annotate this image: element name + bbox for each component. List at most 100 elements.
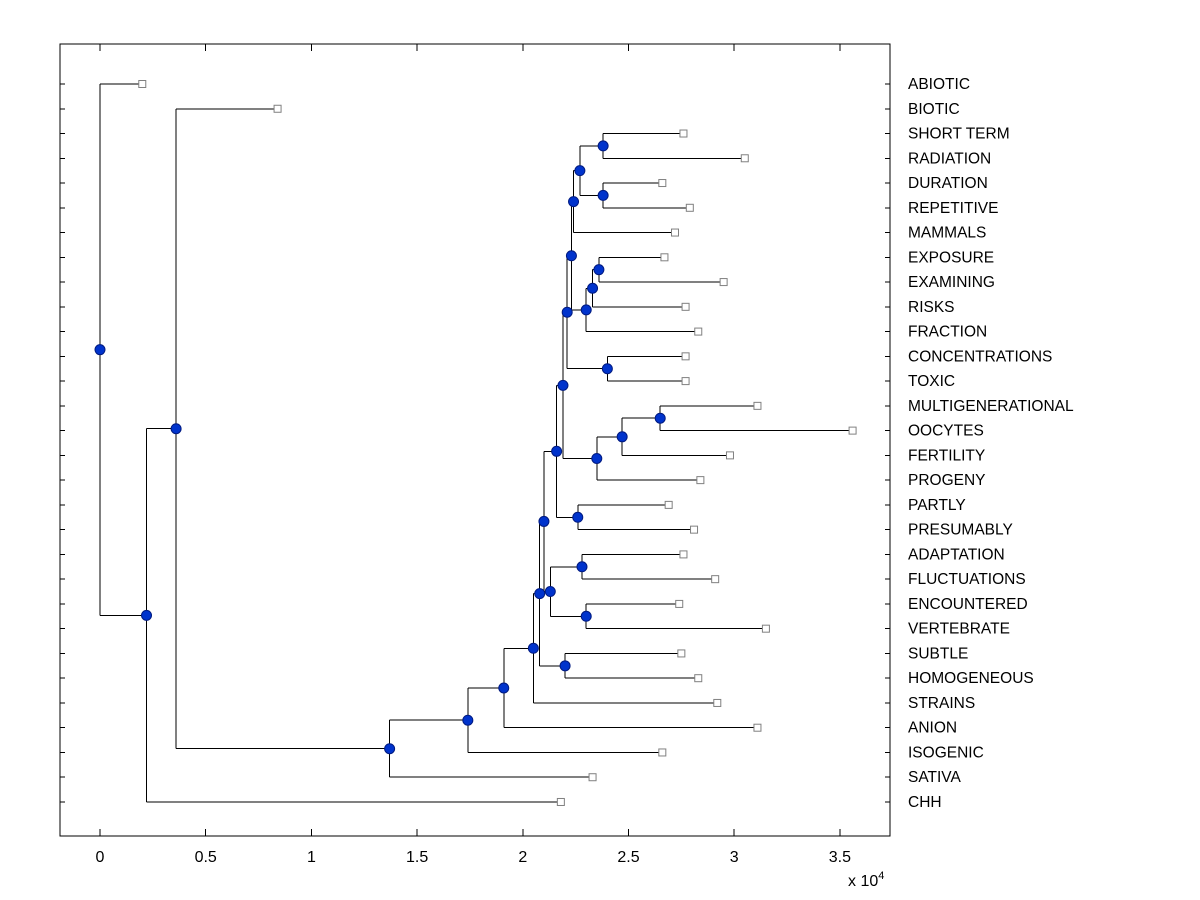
leaf-marker bbox=[658, 748, 667, 757]
leaf-label: ENCOUNTERED bbox=[908, 596, 1028, 613]
leaf-marker bbox=[671, 228, 680, 237]
internal-node-marker bbox=[568, 196, 580, 208]
internal-node-marker bbox=[580, 304, 592, 316]
x-tick-label: 1.5 bbox=[406, 849, 428, 866]
internal-node-marker bbox=[580, 610, 592, 622]
leaf-marker bbox=[848, 426, 857, 435]
internal-node-marker bbox=[587, 282, 599, 294]
leaf-marker bbox=[556, 797, 565, 806]
internal-node-marker bbox=[538, 515, 550, 527]
leaf-marker bbox=[740, 154, 749, 163]
internal-node-marker bbox=[534, 588, 546, 600]
leaf-marker bbox=[696, 476, 705, 485]
internal-node-marker bbox=[551, 445, 563, 457]
leaf-marker bbox=[711, 575, 720, 584]
leaf-marker bbox=[694, 674, 703, 683]
leaf-marker bbox=[725, 451, 734, 460]
leaf-marker bbox=[664, 500, 673, 509]
leaf-label: REPETITIVE bbox=[908, 200, 998, 217]
leaf-label: RISKS bbox=[908, 299, 955, 316]
leaf-label: PARTLY bbox=[908, 497, 966, 514]
x-tick-label: 2.5 bbox=[617, 849, 639, 866]
leaf-label: SUBTLE bbox=[908, 645, 968, 662]
x-tick-label: 0 bbox=[96, 849, 105, 866]
leaf-marker bbox=[588, 773, 597, 782]
internal-node-marker bbox=[597, 189, 609, 201]
internal-node-marker bbox=[565, 250, 577, 262]
leaf-label: EXAMINING bbox=[908, 274, 995, 291]
x-tick-label: 1 bbox=[307, 849, 316, 866]
leaf-label: PROGENY bbox=[908, 472, 986, 489]
internal-node-marker bbox=[654, 412, 666, 424]
x-tick-label: 3.5 bbox=[829, 849, 851, 866]
internal-node-marker bbox=[572, 511, 584, 523]
leaf-label: RADIATION bbox=[908, 150, 991, 167]
internal-node-marker bbox=[574, 165, 586, 177]
internal-node-marker bbox=[616, 431, 628, 443]
internal-node-marker bbox=[593, 264, 605, 276]
leaf-label: PRESUMABLY bbox=[908, 522, 1013, 539]
leaf-marker bbox=[138, 80, 147, 88]
leaf-markers bbox=[138, 80, 857, 806]
leaf-label: TOXIC bbox=[908, 373, 955, 390]
internal-node-marker bbox=[559, 660, 571, 672]
leaf-marker bbox=[690, 525, 699, 534]
internal-node-marker bbox=[601, 363, 613, 375]
leaf-marker bbox=[273, 104, 282, 113]
leaf-label: ABIOTIC bbox=[908, 76, 970, 93]
internal-node-marker bbox=[462, 714, 474, 726]
leaf-marker bbox=[753, 723, 762, 732]
internal-node-marker bbox=[544, 586, 556, 598]
leaf-label: SHORT TERM bbox=[908, 126, 1010, 143]
leaf-label: ISOGENIC bbox=[908, 744, 984, 761]
plot-box bbox=[59, 43, 891, 837]
leaf-marker bbox=[719, 278, 728, 287]
internal-node-marker bbox=[141, 609, 153, 621]
leaf-label: HOMOGENEOUS bbox=[908, 670, 1034, 687]
internal-node-marker bbox=[170, 423, 182, 435]
leaf-marker bbox=[753, 401, 762, 410]
leaf-marker bbox=[694, 327, 703, 336]
internal-node-marker bbox=[527, 642, 539, 654]
x-tick-label: 3 bbox=[730, 849, 739, 866]
leaf-marker bbox=[713, 698, 722, 707]
leaf-label: ANION bbox=[908, 720, 957, 737]
internal-node-marker bbox=[576, 561, 588, 573]
leaf-label: ADAPTATION bbox=[908, 546, 1005, 563]
leaf-label: FRACTION bbox=[908, 324, 987, 341]
internal-node-marker bbox=[591, 452, 603, 464]
leaf-label: BIOTIC bbox=[908, 101, 960, 118]
x-tick-label: 0.5 bbox=[195, 849, 217, 866]
leaf-label: MULTIGENERATIONAL bbox=[908, 398, 1074, 415]
internal-node-marker bbox=[94, 344, 106, 356]
internal-node-marker bbox=[384, 743, 396, 755]
leaf-marker bbox=[681, 302, 690, 311]
internal-node-marker bbox=[557, 379, 569, 391]
leaf-label: DURATION bbox=[908, 175, 988, 192]
leaf-label: STRAINS bbox=[908, 695, 975, 712]
leaf-label: SATIVA bbox=[908, 769, 961, 786]
leaf-label: MAMMALS bbox=[908, 225, 986, 242]
leaf-marker bbox=[761, 624, 770, 633]
internal-node-marker bbox=[561, 306, 573, 318]
leaf-label: VERTEBRATE bbox=[908, 621, 1010, 638]
x-tick-label: 2 bbox=[518, 849, 527, 866]
internal-node-markers bbox=[94, 140, 666, 755]
leaf-marker bbox=[679, 129, 688, 138]
leaf-marker bbox=[679, 550, 688, 559]
leaf-label: CHH bbox=[908, 794, 942, 811]
leaf-marker bbox=[658, 179, 667, 188]
leaf-label: CONCENTRATIONS bbox=[908, 348, 1052, 365]
x-tick-labels: 0 0.5 1 1.5 2 2.5 3 3.5 bbox=[96, 849, 852, 866]
internal-node-marker bbox=[597, 140, 609, 152]
leaf-marker bbox=[685, 203, 694, 212]
dendrogram-links bbox=[99, 83, 853, 803]
leaf-marker bbox=[681, 352, 690, 361]
axes bbox=[59, 43, 891, 837]
leaf-label: OOCYTES bbox=[908, 423, 984, 440]
internal-node-marker bbox=[498, 682, 510, 694]
leaf-marker bbox=[681, 377, 690, 386]
leaf-label: FLUCTUATIONS bbox=[908, 571, 1026, 588]
